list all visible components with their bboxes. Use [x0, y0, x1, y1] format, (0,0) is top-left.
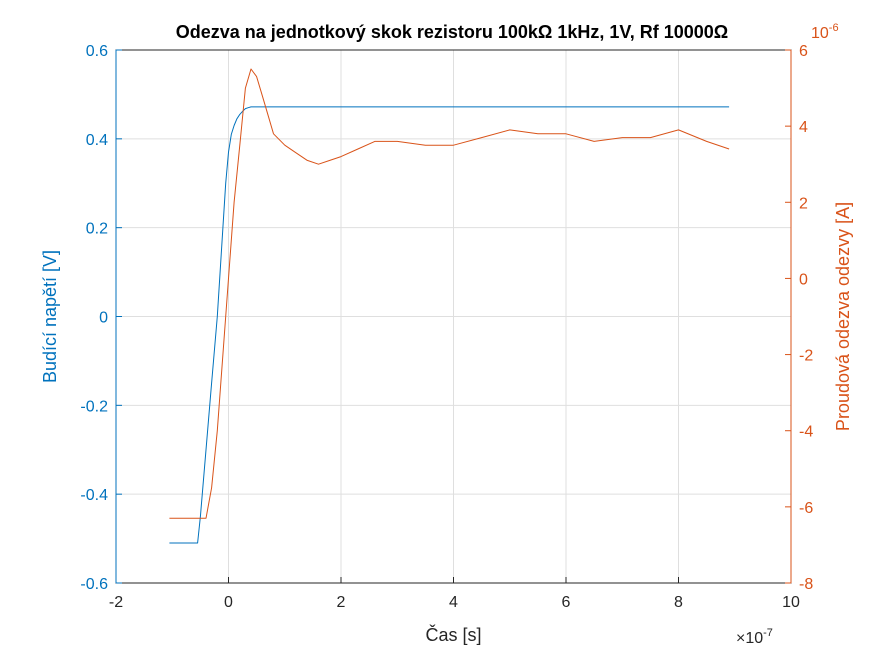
x-axis-ticks: -2 0 2 4 6 8 10 [109, 577, 800, 611]
y-right-tick-label: 6 [799, 43, 808, 60]
x-tick-label: 0 [224, 594, 233, 611]
y-left-tick-label: -0.6 [80, 576, 108, 593]
y-right-tick-label: -2 [799, 348, 813, 365]
x-tick-label: 4 [449, 594, 458, 611]
x-tick-label: 2 [337, 594, 346, 611]
y-left-tick-label: 0.6 [86, 43, 108, 60]
plot-area [169, 68, 730, 544]
y-left-tick-label: 0 [99, 310, 108, 327]
x-tick-label: 8 [674, 594, 683, 611]
y-right-tick-label: 4 [799, 119, 808, 136]
y-left-tick-label: 0.4 [86, 132, 108, 149]
x-axis-exponent: ×10-7 [736, 627, 773, 647]
y-axis-right-label: Proudová odezva odezvy [A] [833, 202, 853, 431]
series-voltage-line [169, 106, 730, 544]
y-axis-left-label: Budící napětí [V] [40, 250, 60, 383]
x-tick-label: 6 [562, 594, 571, 611]
series-current-line [169, 68, 730, 519]
y-right-tick-label: 2 [799, 195, 808, 212]
y-right-tick-label: -6 [799, 500, 813, 517]
left-axis-ticks: -0.6 -0.4 -0.2 0 0.2 0.4 0.6 [80, 43, 122, 593]
y-left-tick-label: 0.2 [86, 221, 108, 238]
y-right-tick-label: -4 [799, 424, 813, 441]
x-axis-label: Čas [s] [425, 624, 481, 645]
x-tick-label: -2 [109, 594, 123, 611]
y-left-tick-label: -0.2 [80, 398, 108, 415]
y-right-tick-label: 0 [799, 271, 808, 288]
y-left-tick-label: -0.4 [80, 487, 108, 504]
y-right-tick-label: -8 [799, 576, 813, 593]
right-axis-ticks: -8 -6 -4 -2 0 2 4 6 [785, 43, 813, 593]
chart-title: Odezva na jednotkový skok rezistoru 100k… [176, 22, 728, 42]
y-axis-right-exponent: 10-6 [811, 22, 839, 42]
x-tick-label: 10 [782, 594, 800, 611]
